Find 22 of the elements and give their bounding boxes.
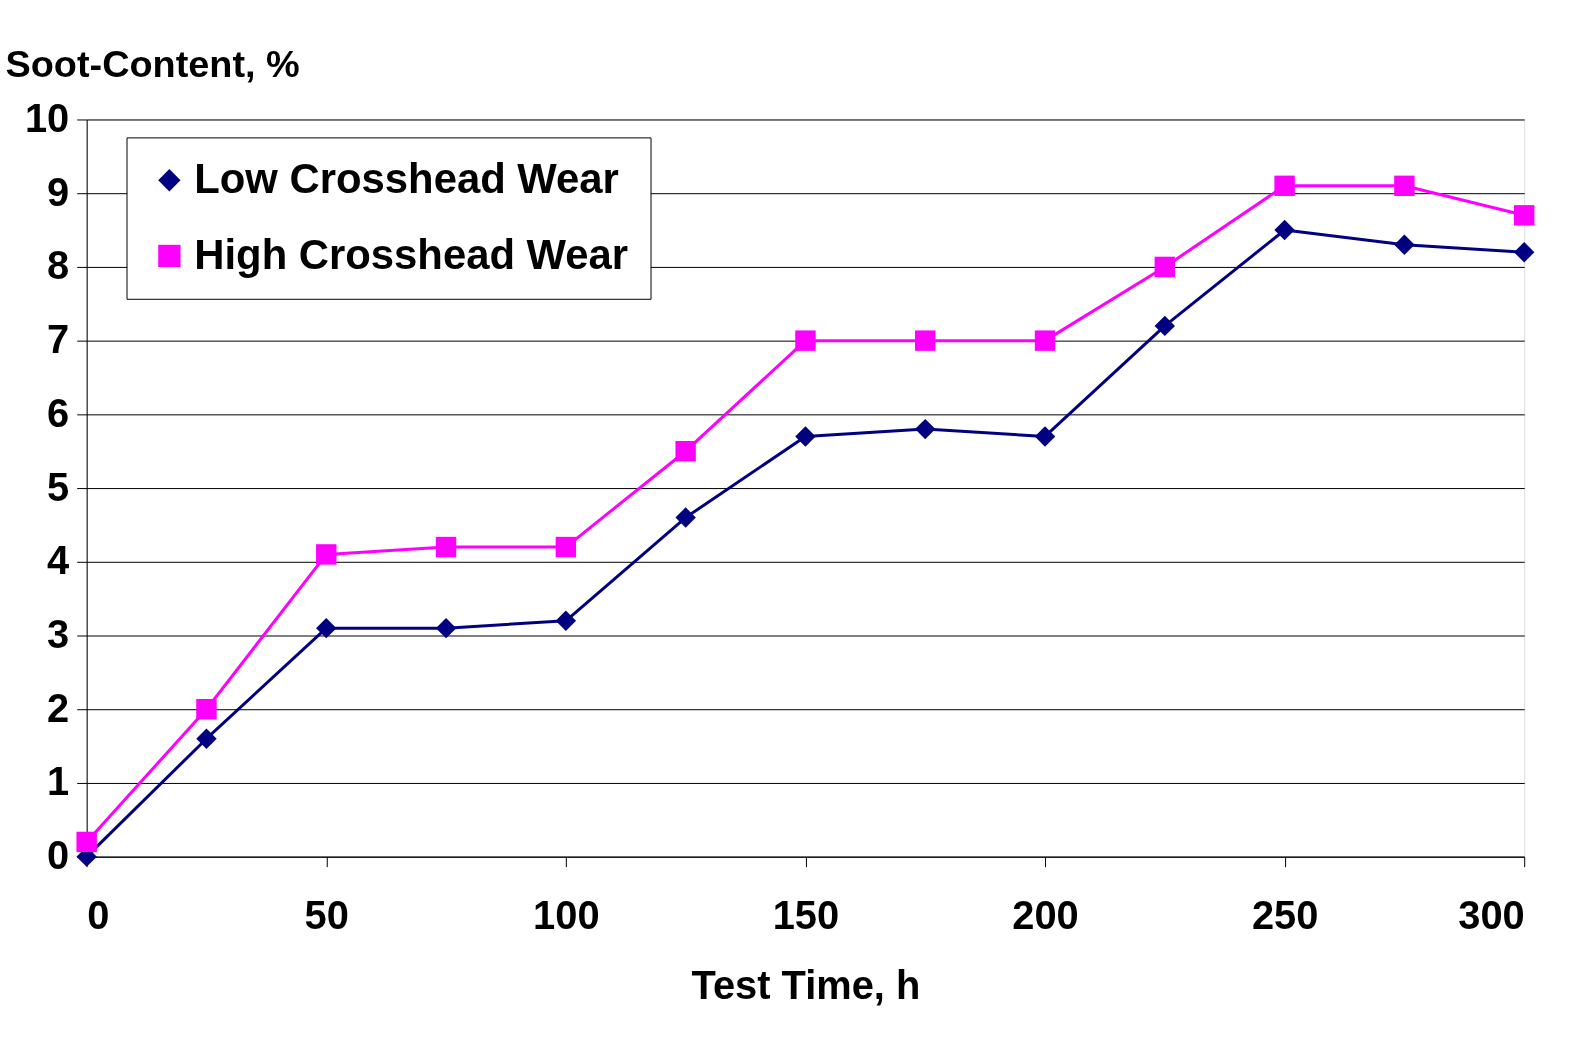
x-tick-label: 50 (304, 892, 349, 937)
y-tick-label: 6 (47, 390, 70, 435)
y-axis-title: Soot-Content, % (5, 43, 300, 86)
y-tick-label: 10 (24, 95, 70, 140)
y-tick-label: 8 (47, 243, 70, 288)
y-tick-label: 4 (47, 538, 70, 583)
x-tick-label: 100 (533, 892, 600, 937)
y-tick-label: 2 (47, 685, 70, 730)
x-tick-label: 0 (87, 892, 110, 937)
x-tick-label: 200 (1012, 892, 1079, 937)
y-tick-label: 5 (47, 464, 70, 509)
y-tick-label: 0 (47, 833, 70, 878)
x-axis-title: Test Time, h (691, 962, 921, 1007)
legend-label: High Crosshead Wear (194, 230, 629, 278)
y-tick-label: 9 (47, 169, 70, 214)
y-tick-label: 3 (47, 611, 70, 656)
x-tick-label: 300 (1458, 892, 1525, 937)
x-tick-label: 250 (1251, 892, 1319, 937)
legend-label: Low Crosshead Wear (194, 155, 619, 203)
y-tick-label: 7 (47, 317, 70, 362)
y-tick-label: 1 (47, 759, 70, 804)
x-tick-label: 150 (772, 892, 840, 937)
